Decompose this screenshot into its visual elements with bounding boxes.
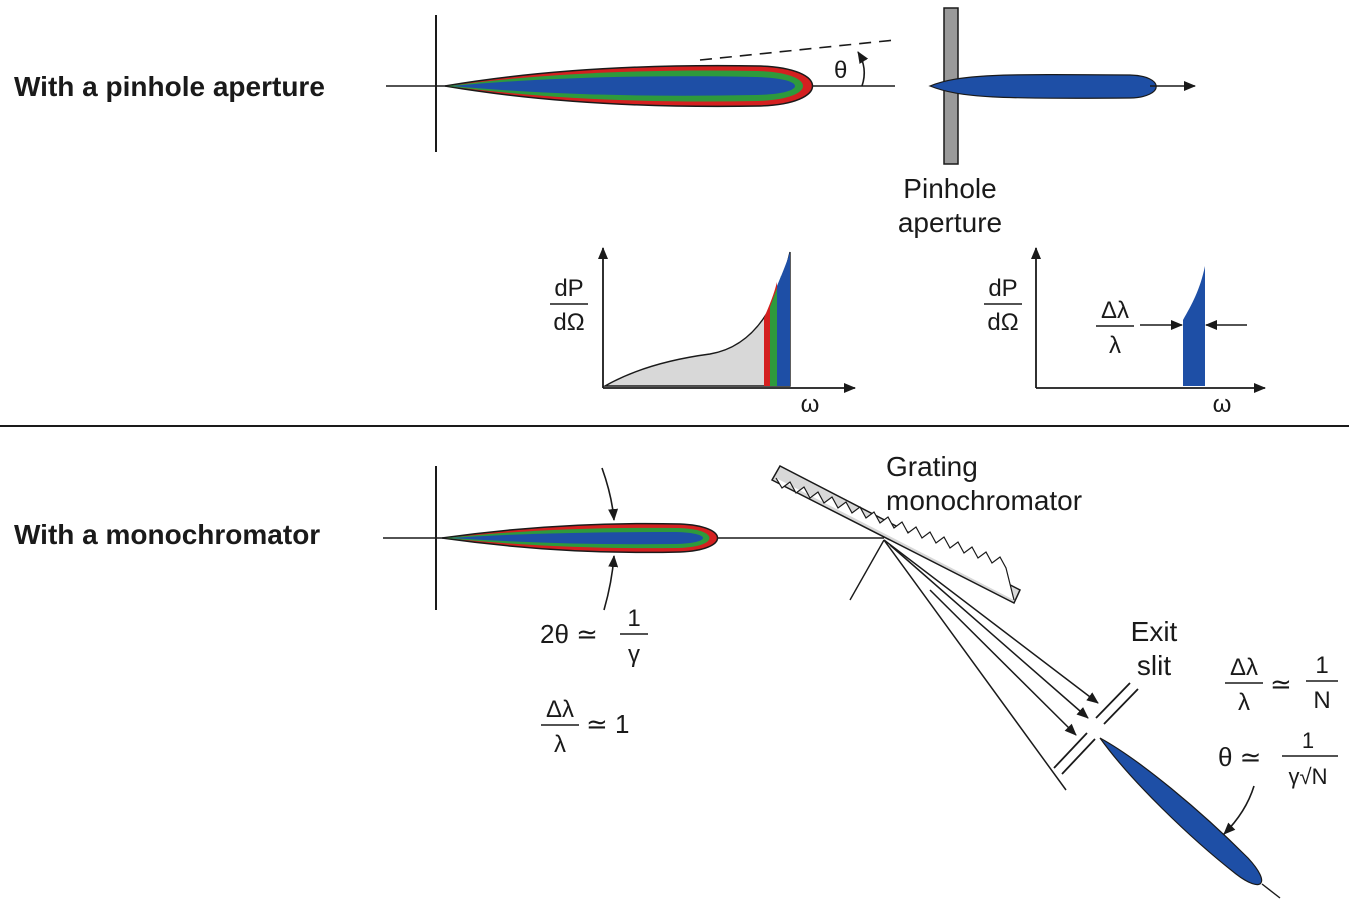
grating-label-line2: monochromator [886, 485, 1082, 516]
transmitted-beam-top [928, 74, 1157, 99]
input-bandwidth-rhs: ≃ 1 [586, 709, 629, 739]
plot-right-bandwidth-denominator: λ [1109, 332, 1121, 359]
spectrum-plot-broad [598, 247, 856, 393]
radiation-cone-top [444, 64, 814, 108]
plot-left-y-numerator: dP [554, 275, 583, 302]
monochromator-section-label: With a monochromator [14, 519, 320, 550]
plot-right-y-numerator: dP [988, 275, 1017, 302]
output-bandwidth-numerator: Δλ [1230, 654, 1258, 681]
input-bandwidth-denominator: λ [554, 731, 566, 758]
cone-width-arrow-top [601, 467, 619, 521]
output-divergence-arrow [1223, 785, 1255, 835]
input-bandwidth-numerator: Δλ [546, 696, 574, 723]
exit-slit-label-line2: slit [1137, 650, 1171, 681]
output-theta-lhs: θ ≃ [1218, 742, 1261, 772]
output-theta-denominator: γ√N [1289, 764, 1328, 789]
output-theta-numerator: 1 [1302, 728, 1314, 753]
plot-right-x-label: ω [1213, 391, 1232, 418]
spectrum-plot-narrow [1031, 247, 1266, 393]
cone-angle-denominator: γ [628, 641, 640, 668]
plot-right-y-denominator: dΩ [987, 309, 1018, 336]
divergence-dashed-line [699, 39, 896, 61]
theta-label-top: θ [834, 57, 847, 84]
output-bandwidth-denominator: λ [1238, 689, 1250, 716]
output-bandwidth-approx: ≃ [1270, 669, 1292, 699]
grating [770, 465, 1021, 605]
pinhole-label-line1: Pinhole [903, 173, 996, 204]
output-bandwidth-rhs-denominator: N [1313, 687, 1330, 714]
grating-label-line1: Grating [886, 451, 978, 482]
output-bandwidth-rhs-numerator: 1 [1315, 652, 1328, 679]
output-beam-bottom [1099, 737, 1263, 886]
cone-width-arrow-bottom [603, 555, 619, 611]
diffracted-rays [883, 539, 1099, 791]
plot-left-y-denominator: dΩ [553, 309, 584, 336]
radiation-cone-bottom [441, 522, 719, 554]
pinhole-section-label: With a pinhole aperture [14, 71, 325, 102]
cone-angle-numerator: 1 [627, 605, 640, 632]
theta-arc-arrow [857, 51, 869, 87]
pinhole-label-line2: aperture [898, 207, 1002, 238]
output-beam-axis [1261, 883, 1281, 899]
exit-slit-label-line1: Exit [1131, 616, 1178, 647]
plot-right-bandwidth-numerator: Δλ [1101, 297, 1129, 324]
exit-slit [1053, 682, 1139, 775]
cone-angle-lhs: 2θ ≃ [540, 619, 598, 649]
plot-left-x-label: ω [801, 391, 820, 418]
